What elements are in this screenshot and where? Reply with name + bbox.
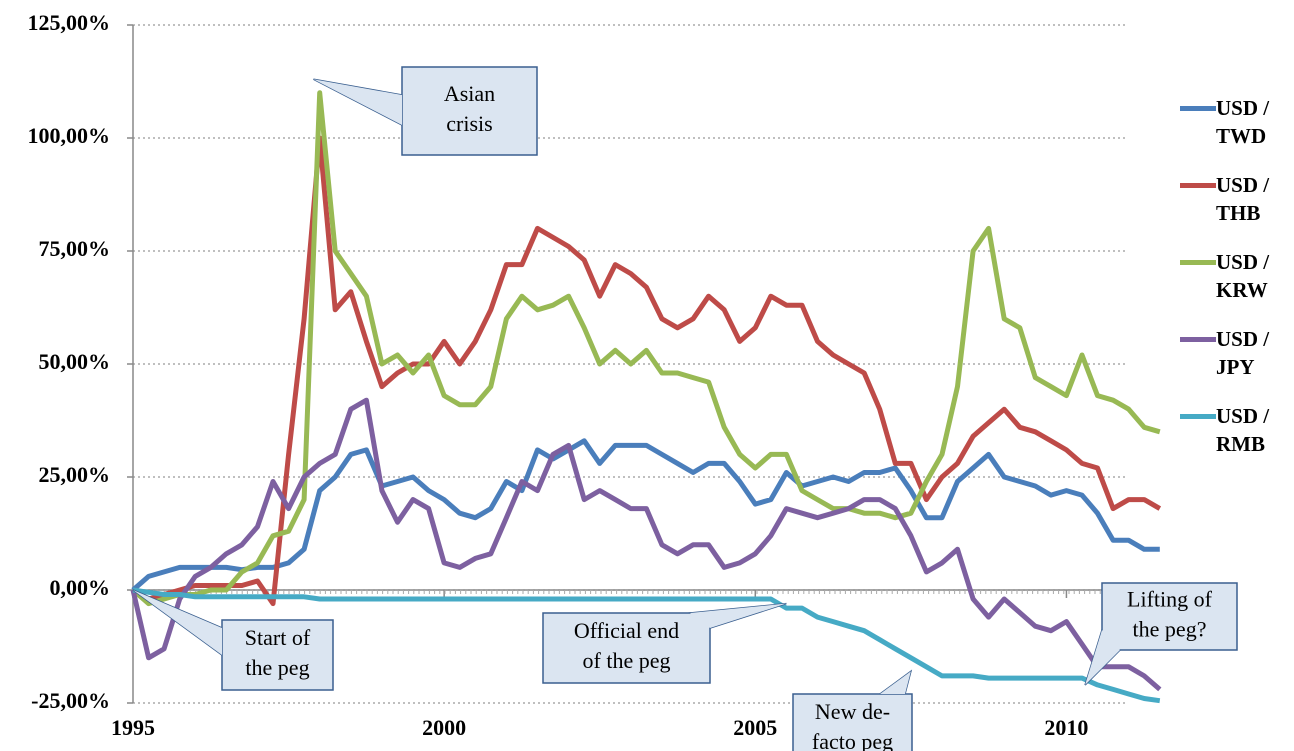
callout-text: Start of (245, 625, 311, 650)
callout-seam (313, 79, 402, 125)
y-tick-label: -25,00% (31, 688, 110, 713)
legend-entry: USD / TWD (1180, 94, 1286, 150)
callout-text: the peg? (1133, 617, 1207, 642)
legend-swatch (1180, 337, 1216, 342)
x-tick-label: 2010 (1044, 715, 1088, 740)
callout-text: Official end (574, 618, 679, 643)
legend-entry: USD / THB (1180, 171, 1286, 227)
y-tick-label: 100,00% (28, 123, 111, 148)
callout-text: the peg (245, 655, 309, 680)
x-tick-label: 1995 (111, 715, 155, 740)
y-tick-label: 125,00% (28, 10, 111, 35)
legend-entry: USD / JPY (1180, 325, 1286, 381)
y-tick-label: 25,00% (39, 462, 111, 487)
legend-swatch (1180, 414, 1216, 419)
x-tick-label: 2005 (733, 715, 777, 740)
series-line (132, 587, 1161, 704)
legend-entry: USD / KRW (1180, 248, 1286, 304)
legend-entry: USD / RMB (1180, 402, 1286, 458)
series-line (131, 135, 1162, 607)
y-tick-label: 50,00% (39, 349, 111, 374)
callout-text: Asian (444, 81, 495, 106)
callout-seam (133, 590, 222, 655)
callout-seam (690, 603, 787, 628)
callout-text: crisis (446, 111, 492, 136)
callout-seam (1085, 630, 1120, 685)
legend-swatch (1180, 183, 1216, 188)
callout-box (542, 612, 711, 684)
callout-text: New de- (815, 699, 890, 724)
legend-label: USD / TWD (1216, 96, 1270, 148)
series-line (130, 397, 1162, 692)
y-tick-label: 75,00% (39, 236, 111, 261)
legend-label: USD / THB (1216, 173, 1270, 225)
callout-box (792, 693, 913, 751)
callout-text: Lifting of (1127, 587, 1213, 612)
callout-seam (880, 671, 911, 694)
legend-swatch (1180, 260, 1216, 265)
callout-box (401, 66, 538, 156)
callout-text: facto peg (812, 729, 893, 751)
y-tick-label: 0,00% (50, 575, 111, 600)
callout-text: of the peg (583, 648, 671, 673)
legend-label: USD / RMB (1216, 404, 1270, 456)
series-line (131, 438, 1160, 592)
x-tick-label: 2000 (422, 715, 466, 740)
series-line (131, 90, 1161, 607)
legend-label: USD / JPY (1216, 327, 1270, 379)
legend-swatch (1180, 106, 1216, 111)
legend-label: USD / KRW (1216, 250, 1270, 302)
callout-box (1101, 582, 1238, 651)
